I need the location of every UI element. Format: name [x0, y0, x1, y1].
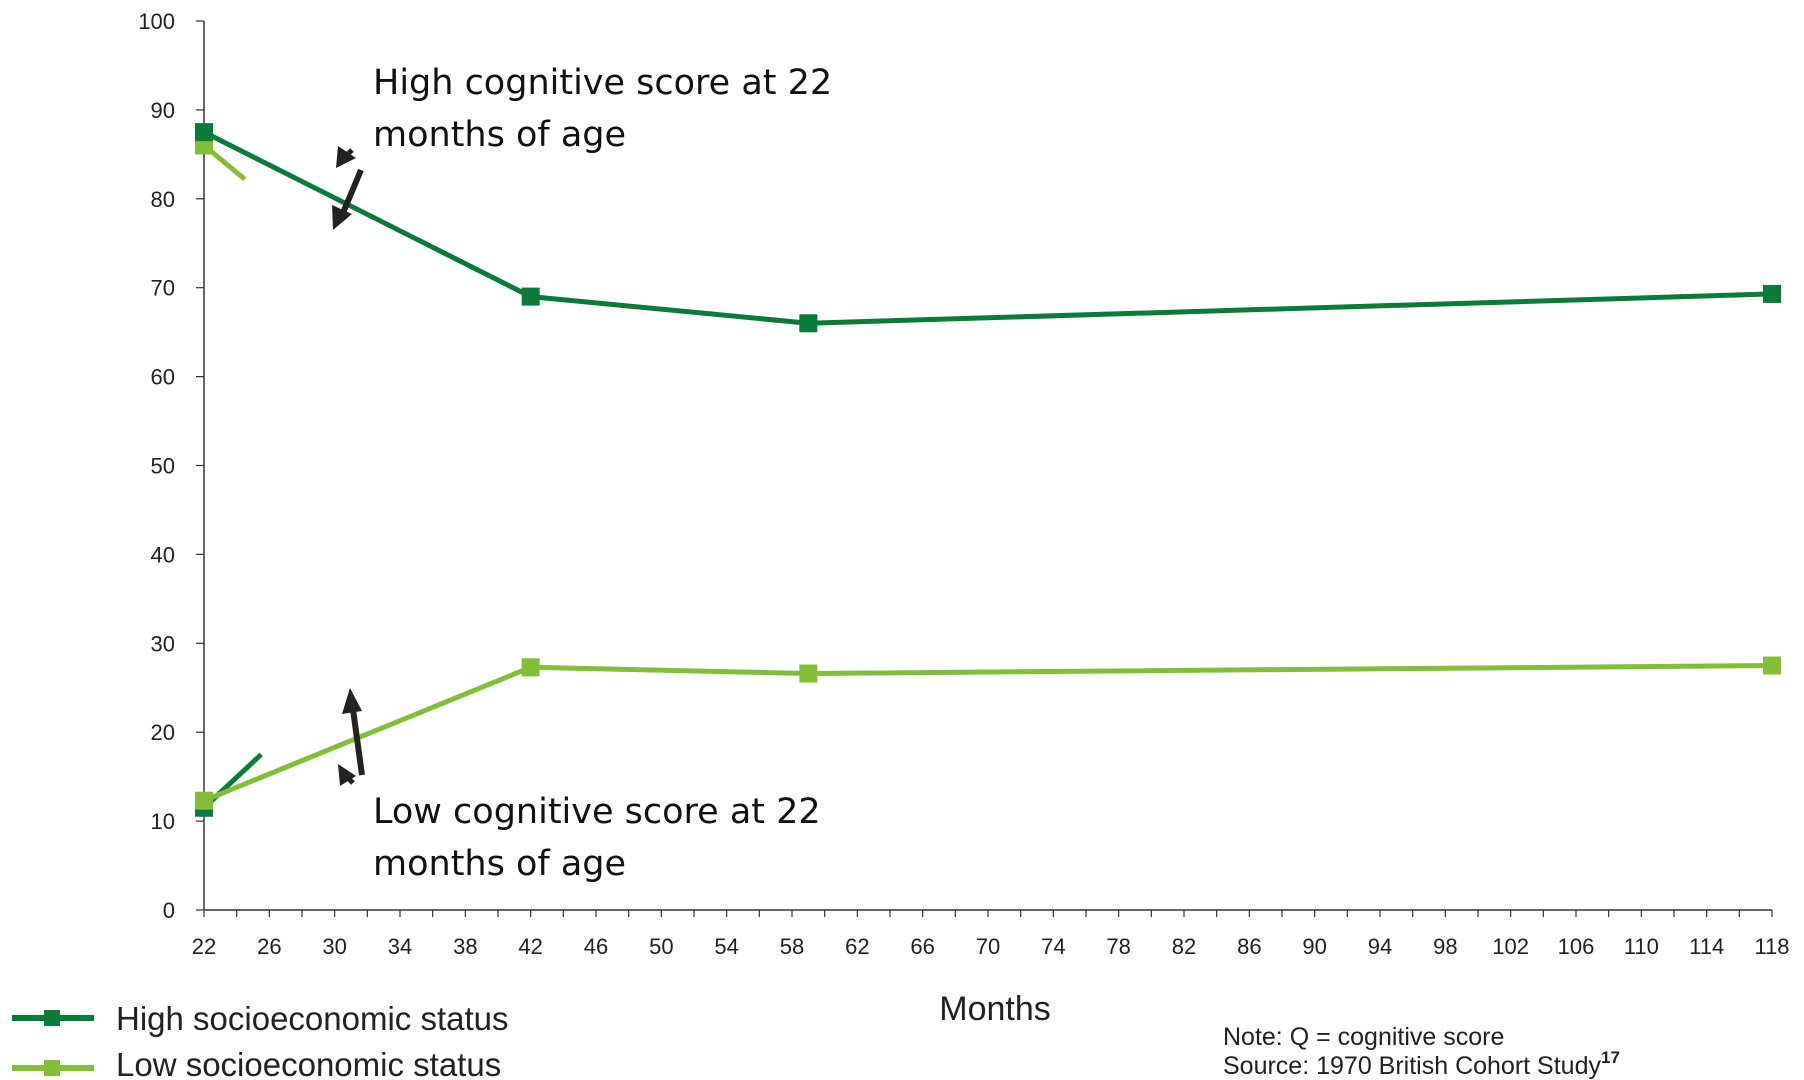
- x-tick-label: 54: [714, 934, 738, 959]
- y-tick-label: 90: [151, 98, 175, 123]
- x-tick-label: 98: [1433, 934, 1457, 959]
- x-tick-label: 106: [1558, 934, 1595, 959]
- annotation-high-line-1: High cognitive score at 22: [373, 63, 832, 103]
- x-tick-label: 82: [1172, 934, 1196, 959]
- arrow-small-icon: [336, 146, 356, 168]
- arrow-down-icon: [332, 168, 364, 230]
- x-tick-label: 114: [1689, 934, 1724, 959]
- y-tick-label: 30: [151, 631, 175, 656]
- x-tick-label: 66: [910, 934, 934, 959]
- y-tick-label: 60: [151, 365, 175, 390]
- x-tick-label: 46: [584, 934, 608, 959]
- series-line: [202, 129, 1773, 326]
- annotation-low-line-2: months of age: [373, 844, 626, 884]
- x-tick-label: 70: [976, 934, 1000, 959]
- x-axis-ticks: 22 26 30 34 38 42 46 50 54 58 62 66 70 74 78 82 86 90 94 98…: [192, 910, 1790, 959]
- source-note: Note: Q = cognitive score Source: 1970 B…: [1223, 1023, 1620, 1080]
- data-point-marker: [195, 791, 213, 810]
- legend-label-high: High socioeconomic status: [116, 1000, 509, 1037]
- annotations: High cognitive score at 22 months of age…: [332, 63, 832, 884]
- note-line-1: Note: Q = cognitive score: [1223, 1023, 1504, 1051]
- annotation-high-line-2: months of age: [373, 115, 626, 155]
- x-tick-label: 74: [1041, 934, 1065, 959]
- x-tick-label: 38: [453, 934, 477, 959]
- data-point-marker: [799, 664, 818, 683]
- arrow-small-icon: [338, 764, 356, 786]
- x-tick-label: 118: [1754, 934, 1789, 959]
- x-tick-label: 78: [1106, 934, 1130, 959]
- y-tick-label: 70: [151, 276, 175, 301]
- y-tick-label: 80: [151, 187, 175, 212]
- legend-item-low: Low socioeconomic status: [12, 1046, 501, 1080]
- x-tick-label: 102: [1492, 934, 1529, 959]
- x-tick-label: 26: [257, 934, 281, 959]
- y-tick-label: 50: [151, 454, 175, 479]
- x-tick-label: 58: [780, 934, 804, 959]
- x-tick-label: 94: [1368, 934, 1392, 959]
- data-point-marker: [799, 314, 818, 333]
- data-point-marker: [521, 287, 540, 306]
- x-tick-label: 90: [1302, 934, 1326, 959]
- annotation-low-line-1: Low cognitive score at 22: [373, 792, 821, 832]
- x-tick-label: 30: [322, 934, 346, 959]
- data-point-marker: [195, 123, 213, 142]
- x-tick-label: 62: [845, 934, 869, 959]
- y-tick-label: 20: [151, 720, 175, 745]
- series-lines: [195, 123, 1781, 817]
- legend-label-low: Low socioeconomic status: [116, 1046, 501, 1080]
- x-tick-label: 42: [518, 934, 542, 959]
- data-point-marker: [1763, 284, 1781, 303]
- series-line: [203, 663, 1773, 803]
- data-point-marker: [1763, 656, 1781, 675]
- y-tick-label: 0: [163, 898, 175, 923]
- data-point-marker: [521, 658, 540, 677]
- note-line-2: Source: 1970 British Cohort Study17: [1223, 1048, 1620, 1080]
- x-tick-label: 86: [1237, 934, 1261, 959]
- legend-item-high: High socioeconomic status: [12, 1000, 509, 1037]
- arrow-up-icon: [342, 688, 365, 776]
- note-superscript: 17: [1601, 1048, 1620, 1067]
- x-tick-label: 50: [649, 934, 673, 959]
- y-tick-label: 40: [151, 542, 175, 567]
- y-axis-ticks: 0 10 20 30 40 50 60 70 80 90 100: [138, 9, 204, 923]
- note-source-text: Source: 1970 British Cohort Study: [1223, 1052, 1601, 1080]
- x-tick-label: 22: [192, 934, 216, 959]
- x-tick-label: 110: [1624, 934, 1659, 959]
- x-axis-label: Months: [939, 990, 1051, 1028]
- y-tick-label: 10: [151, 809, 175, 834]
- y-tick-label: 100: [138, 9, 175, 34]
- x-tick-label: 34: [388, 934, 412, 959]
- legend: High socioeconomic status Low socioecono…: [12, 1000, 509, 1080]
